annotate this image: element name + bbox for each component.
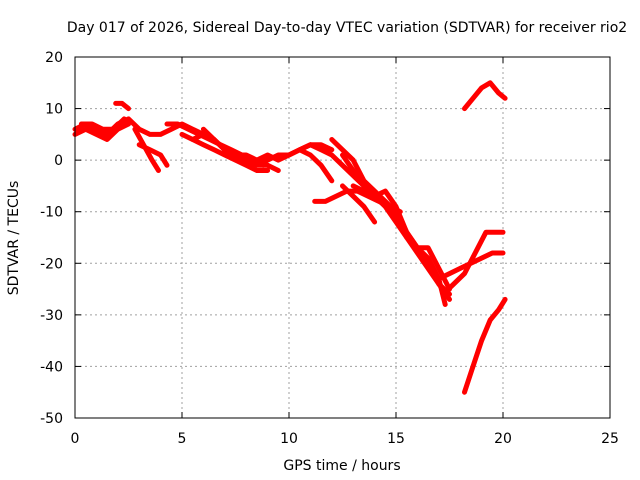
y-tick-label: -30 <box>40 308 63 324</box>
series-line-s11 <box>254 147 335 184</box>
series-line-s20 <box>462 80 508 112</box>
series-line-s19 <box>440 229 506 297</box>
series-line-s5 <box>132 126 161 173</box>
x-tick-label: 10 <box>280 431 298 447</box>
chart-title: Day 017 of 2026, Sidereal Day-to-day VTE… <box>67 20 627 36</box>
y-tick-label: 20 <box>45 50 63 66</box>
x-tick-label: 15 <box>387 431 405 447</box>
series-line-s2 <box>72 121 131 142</box>
y-tick-label: -40 <box>40 359 63 375</box>
y-tick-label: -50 <box>40 411 63 427</box>
series-line-s17 <box>340 183 378 225</box>
ticks: 0 5 10 15 20 25 -50 -40 -30 -20 -10 0 10 20 <box>40 50 619 447</box>
series-group <box>72 80 508 395</box>
y-tick-label: 10 <box>45 102 63 118</box>
x-tick-label: 20 <box>494 431 512 447</box>
x-tick-label: 5 <box>178 431 187 447</box>
grid <box>75 57 610 418</box>
series-line-s3 <box>78 116 127 132</box>
series-line-s6 <box>136 142 170 168</box>
x-axis-label: GPS time / hours <box>283 458 400 474</box>
y-tick-label: -20 <box>40 256 63 272</box>
plot-frame <box>74 56 611 419</box>
x-tick-label: 0 <box>71 431 80 447</box>
series-line-s15 <box>340 152 448 307</box>
y-tick-label: -10 <box>40 205 63 221</box>
y-axis-label: SDTVAR / TECUs <box>6 181 22 296</box>
series-line-s8 <box>179 131 271 173</box>
y-tick-label: 0 <box>54 153 63 169</box>
series-line-s16 <box>350 183 452 292</box>
series-line-s4 <box>113 100 131 112</box>
series-line-s21 <box>462 296 508 395</box>
x-tick-label: 25 <box>601 431 619 447</box>
